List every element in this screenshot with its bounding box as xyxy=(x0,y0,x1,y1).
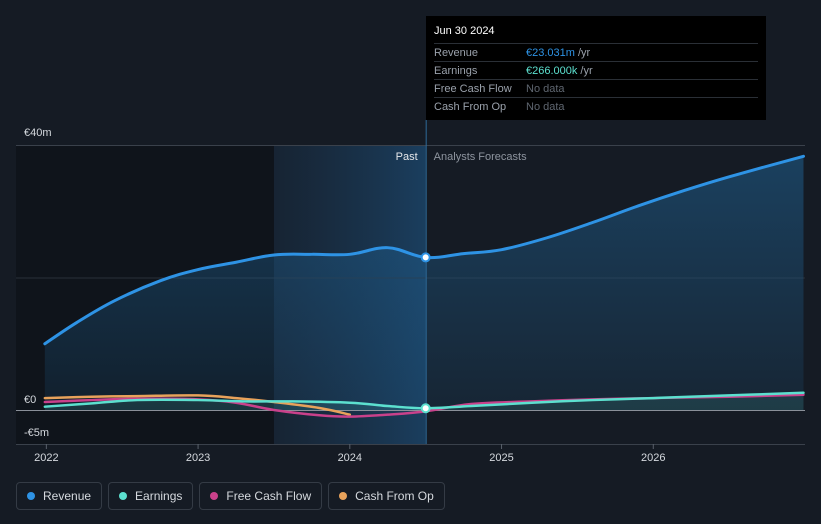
tooltip: Jun 30 2024 Revenue €23.031m /yr Earning… xyxy=(426,16,766,120)
legend-dot-icon xyxy=(339,492,348,500)
legend-label: Cash From Op xyxy=(355,489,434,503)
line-revenue xyxy=(43,154,805,346)
tooltip-value-earnings: €266.000k xyxy=(526,64,578,77)
x-tick-label: 2026 xyxy=(641,452,665,464)
financial-chart: €40m €0 -€5m Past Analysts Forecasts 202… xyxy=(16,120,805,464)
legend-label: Free Cash Flow xyxy=(226,489,312,503)
legend-dot-icon xyxy=(119,492,128,500)
tooltip-nodata: No data xyxy=(526,82,565,95)
legend-label: Earnings xyxy=(135,489,183,503)
y-label-bottom: -€5m xyxy=(24,427,49,439)
tooltip-unit: /yr xyxy=(580,64,593,77)
tooltip-label: Revenue xyxy=(434,46,479,59)
legend-label: Revenue xyxy=(43,489,92,503)
marker-earnings xyxy=(420,403,431,414)
x-tick-label: 2025 xyxy=(489,452,513,464)
marker-revenue xyxy=(420,252,431,263)
past-label: Past xyxy=(396,151,418,163)
legend-item-earnings[interactable]: Earnings xyxy=(108,482,194,510)
tooltip-value-revenue: €23.031m xyxy=(526,46,575,59)
tooltip-unit: /yr xyxy=(577,46,591,59)
tooltip-row-revenue: Revenue €23.031m /yr xyxy=(434,43,758,61)
tooltip-label: Cash From Op xyxy=(434,100,507,113)
line-earnings xyxy=(43,391,805,410)
tooltip-nodata: No data xyxy=(526,100,565,113)
forecast-label: Analysts Forecasts xyxy=(434,151,527,163)
area-revenue xyxy=(44,156,804,410)
tooltip-row-cfo: Cash From Op No data xyxy=(434,97,758,115)
line-cash-from-op xyxy=(43,394,352,416)
legend-dot-icon xyxy=(210,492,219,500)
x-tick-label: 2024 xyxy=(338,452,362,464)
tooltip-label: Free Cash Flow xyxy=(434,82,512,95)
legend: Revenue Earnings Free Cash Flow Cash Fro… xyxy=(16,482,445,510)
legend-item-free-cash-flow[interactable]: Free Cash Flow xyxy=(199,482,323,510)
area-earnings xyxy=(44,392,804,410)
tooltip-row-fcf: Free Cash Flow No data xyxy=(434,79,758,97)
tooltip-label: Earnings xyxy=(434,64,478,77)
legend-dot-icon xyxy=(27,492,35,500)
y-label-top: €40m xyxy=(24,127,52,139)
legend-item-cash-from-op[interactable]: Cash From Op xyxy=(328,482,445,510)
legend-item-revenue[interactable]: Revenue xyxy=(16,482,103,510)
x-tick-label: 2022 xyxy=(34,452,58,464)
y-label-zero: €0 xyxy=(24,394,36,406)
x-tick-label: 2023 xyxy=(186,452,210,464)
tooltip-date: Jun 30 2024 xyxy=(434,25,495,37)
tooltip-row-earnings: Earnings €266.000k /yr xyxy=(434,61,758,79)
